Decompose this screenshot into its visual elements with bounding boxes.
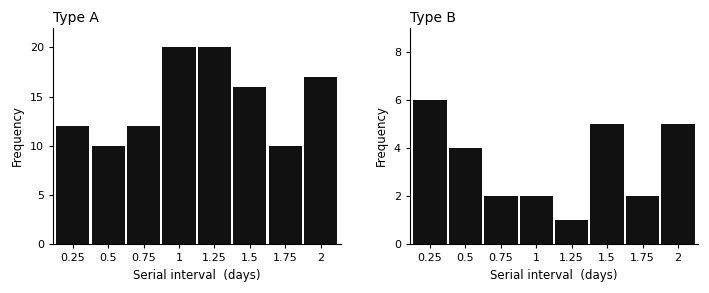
Bar (91, 146, 125, 244)
Bar (56, 126, 89, 244)
Bar (304, 77, 337, 244)
Bar (449, 148, 482, 244)
Y-axis label: Frequency: Frequency (11, 105, 24, 166)
Text: Type B: Type B (410, 11, 456, 25)
Bar (484, 196, 518, 244)
Text: Type A: Type A (52, 11, 99, 25)
Bar (269, 146, 302, 244)
Bar (520, 196, 553, 244)
Bar (162, 47, 196, 244)
X-axis label: Serial interval  (days): Serial interval (days) (490, 269, 618, 282)
Bar (233, 87, 267, 244)
Bar (626, 196, 659, 244)
Y-axis label: Frequency: Frequency (375, 105, 389, 166)
Bar (198, 47, 231, 244)
Bar (127, 126, 160, 244)
Bar (555, 220, 588, 244)
X-axis label: Serial interval  (days): Serial interval (days) (133, 269, 260, 282)
Bar (591, 124, 624, 244)
Bar (413, 100, 447, 244)
Bar (661, 124, 695, 244)
